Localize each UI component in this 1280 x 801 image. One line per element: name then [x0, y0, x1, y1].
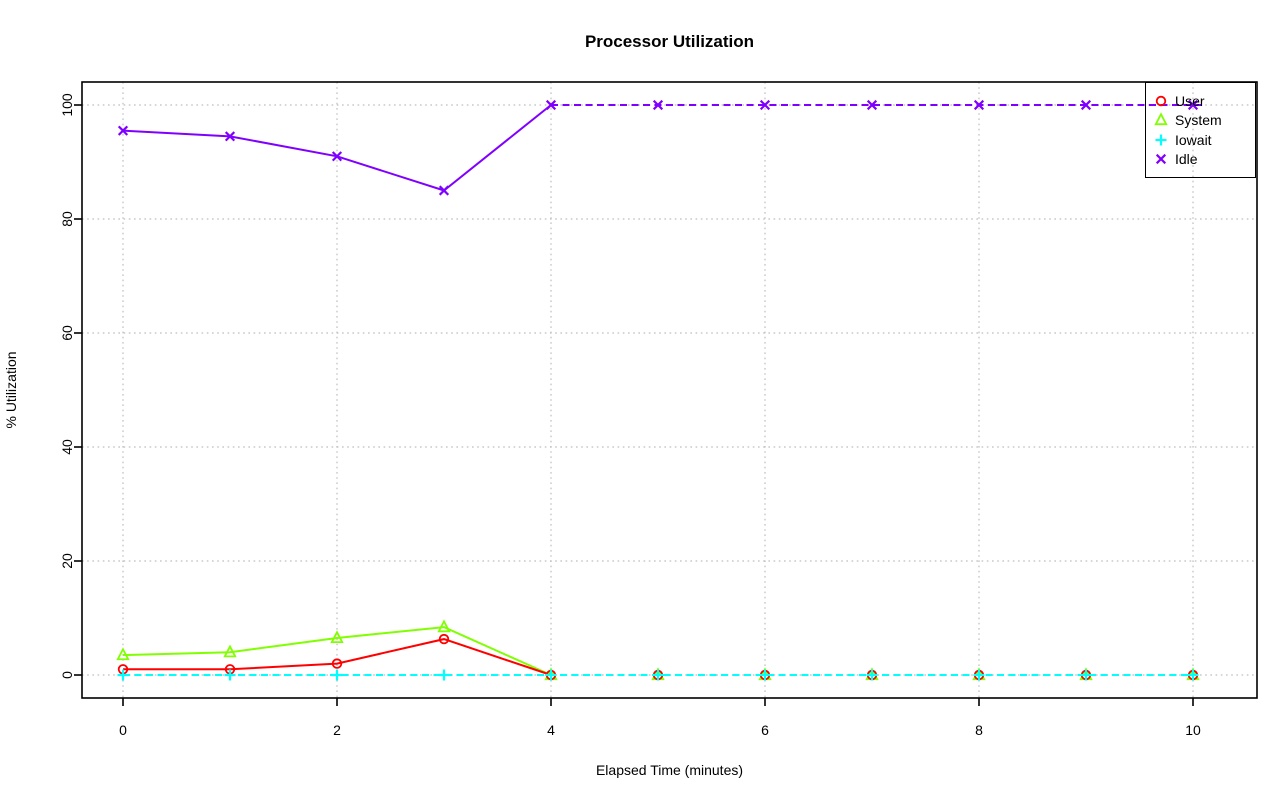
x-marker-icon: [331, 151, 343, 162]
x-marker-icon: [1187, 99, 1199, 111]
x-tick-label: 2: [333, 722, 341, 738]
legend-label: System: [1175, 112, 1222, 129]
x-marker-icon: [1155, 154, 1167, 165]
y-tick-label: 40: [59, 439, 75, 455]
y-tick-label: 60: [59, 325, 75, 341]
x-marker-icon: [545, 99, 557, 111]
circle-marker-icon: [331, 658, 343, 669]
x-marker-icon: [117, 125, 129, 136]
y-tick-label: 20: [59, 553, 75, 569]
series-line-system: [122, 626, 552, 676]
legend-label: Iowait: [1175, 131, 1212, 148]
plus-marker-icon: [545, 669, 557, 681]
x-marker-icon: [652, 99, 664, 111]
y-tick-label: 100: [59, 93, 75, 117]
legend-plus-icon: [1155, 134, 1167, 146]
x-axis-title: Elapsed Time (minutes): [595, 762, 744, 778]
x-tick-label: 0: [119, 722, 127, 738]
y-axis-title: % Utilization: [3, 351, 19, 428]
legend-entry-user: User: [1153, 91, 1255, 111]
y-tick-label: 80: [59, 211, 75, 227]
circle-marker-icon: [438, 633, 450, 645]
plus-marker-icon: [973, 669, 985, 681]
x-tick-label: 8: [975, 722, 983, 738]
legend-triangle-icon: [1154, 112, 1168, 126]
circle-marker-icon: [1155, 95, 1167, 106]
plus-marker-icon: [224, 669, 236, 681]
triangle-marker-icon: [330, 630, 344, 644]
x-marker-icon: [866, 99, 878, 111]
triangle-marker-icon: [1154, 112, 1168, 126]
legend-circle-icon: [1155, 95, 1167, 106]
series-line-user: [123, 638, 552, 676]
triangle-marker-icon: [223, 644, 237, 658]
x-marker-icon: [759, 99, 771, 111]
y-tick-label: 0: [59, 671, 75, 679]
chart-title: Processor Utilization: [584, 32, 755, 51]
plus-marker-icon: [1155, 134, 1167, 146]
plus-marker-icon: [438, 669, 450, 681]
legend-entry-idle: Idle: [1153, 150, 1255, 170]
legend-x-icon: [1155, 154, 1167, 165]
legend-entry-iowait: Iowait: [1153, 130, 1255, 150]
x-marker-icon: [224, 131, 236, 142]
plus-marker-icon: [1080, 669, 1092, 681]
triangle-marker-icon: [437, 619, 451, 633]
legend-label: User: [1175, 92, 1205, 109]
plus-marker-icon: [331, 669, 343, 681]
legend: User System Iowait Idle: [1145, 82, 1256, 178]
plus-marker-icon: [117, 669, 129, 681]
plus-marker-icon: [866, 669, 878, 681]
x-tick-label: 6: [761, 722, 769, 738]
plus-marker-icon: [1187, 669, 1199, 681]
plus-marker-icon: [652, 669, 664, 681]
triangle-marker-icon: [116, 647, 130, 661]
legend-entry-system: System: [1153, 111, 1255, 131]
legend-label: Idle: [1175, 151, 1198, 168]
x-tick-label: 10: [1185, 722, 1201, 738]
plus-marker-icon: [759, 669, 771, 681]
plot-border: [81, 81, 1258, 699]
x-marker-icon: [1080, 99, 1092, 111]
x-tick-label: 4: [547, 722, 555, 738]
series-line-idle: [122, 104, 552, 192]
x-marker-icon: [973, 99, 985, 111]
x-marker-icon: [438, 185, 450, 196]
